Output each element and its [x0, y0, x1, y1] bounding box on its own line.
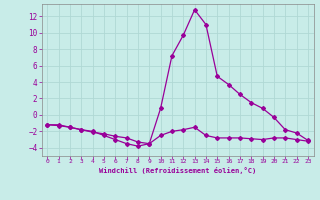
X-axis label: Windchill (Refroidissement éolien,°C): Windchill (Refroidissement éolien,°C)	[99, 167, 256, 174]
